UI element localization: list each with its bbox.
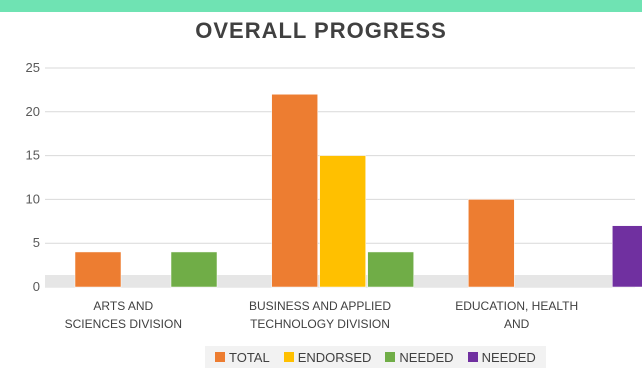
chart-title: OVERALL PROGRESS [195,18,447,43]
legend-swatch [467,352,478,362]
legend-label: NEEDED [399,349,454,365]
y-tick-label: 20 [26,104,40,119]
y-tick-label: 10 [26,191,40,206]
bar-needed [367,251,414,288]
x-category-label: SCIENCES DIVISION [65,317,182,331]
x-category-label: ARTS AND [93,299,153,313]
legend-item: TOTAL [215,350,270,365]
bar-endorsed [319,155,366,288]
bar-total [468,199,515,288]
legend-swatch [385,352,396,362]
y-tick-label: 15 [26,148,40,163]
y-tick-label: 5 [33,235,40,250]
bar-needed [612,225,642,288]
legend-label: NEEDED [481,349,536,365]
bar-needed [170,251,218,288]
x-category-label: AND [504,317,530,331]
x-category-label: BUSINESS AND APPLIED [249,299,391,313]
legend-swatch [283,352,294,362]
y-tick-label: 25 [26,60,40,75]
legend-label: TOTAL [229,349,270,365]
chart-legend: TOTAL ENDORSED NEEDED NEEDED [205,346,546,368]
bar-total [271,94,318,288]
window-top-bar [0,0,642,12]
x-category-label: TECHNOLOGY DIVISION [250,317,390,331]
legend-item: ENDORSED [283,349,372,365]
legend-item: NEEDED [467,349,536,365]
bar-total [74,251,122,288]
x-category-label: EDUCATION, HEALTH [455,299,578,313]
legend-item: NEEDED [385,349,454,365]
y-tick-label: 0 [33,279,40,294]
legend-label: ENDORSED [297,349,372,365]
legend-swatch [215,352,225,362]
